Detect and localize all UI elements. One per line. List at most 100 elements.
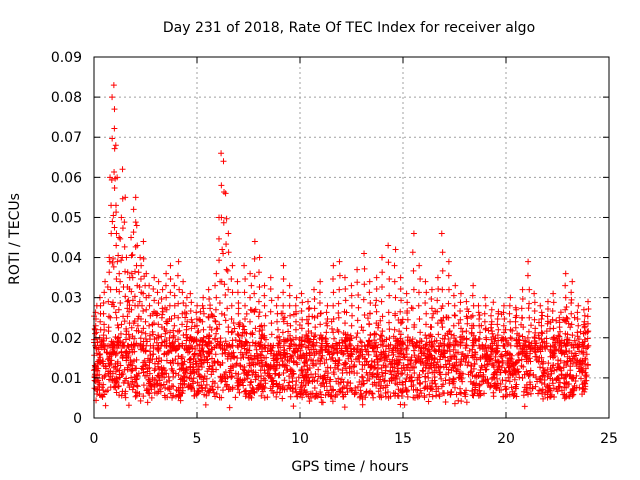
data-point xyxy=(296,321,303,328)
data-point xyxy=(381,377,388,384)
data-point xyxy=(481,318,488,325)
data-point xyxy=(358,373,365,380)
data-point xyxy=(382,362,389,369)
data-point xyxy=(452,282,459,289)
data-point xyxy=(569,278,576,285)
data-point xyxy=(457,308,464,315)
data-point xyxy=(137,335,144,342)
data-point xyxy=(382,370,389,377)
data-point xyxy=(386,319,393,326)
data-point xyxy=(212,282,219,289)
data-point xyxy=(121,377,128,384)
data-point xyxy=(188,299,195,306)
data-point xyxy=(106,254,113,261)
data-point xyxy=(256,309,263,316)
data-point xyxy=(112,384,119,391)
data-point xyxy=(445,258,452,265)
data-point xyxy=(365,361,372,368)
data-point xyxy=(206,296,213,303)
data-point xyxy=(345,352,352,359)
data-point xyxy=(418,338,425,345)
data-point xyxy=(213,366,220,373)
data-point xyxy=(337,379,344,386)
data-point xyxy=(292,334,299,341)
data-point xyxy=(97,302,104,309)
data-point xyxy=(273,302,280,309)
data-point xyxy=(305,335,312,342)
data-point xyxy=(326,348,333,355)
data-point xyxy=(416,374,423,381)
data-point xyxy=(128,270,135,277)
data-point xyxy=(404,361,411,368)
data-point xyxy=(116,392,123,399)
data-point xyxy=(513,336,520,343)
data-point xyxy=(217,335,224,342)
data-point xyxy=(323,309,330,316)
data-point xyxy=(129,366,136,373)
data-point xyxy=(206,333,213,340)
data-point xyxy=(458,390,465,397)
data-point xyxy=(100,342,107,349)
data-point xyxy=(235,305,242,312)
data-point xyxy=(93,350,100,357)
data-point xyxy=(170,334,177,341)
data-point xyxy=(297,391,304,398)
data-point xyxy=(99,384,106,391)
data-point xyxy=(139,302,146,309)
data-point xyxy=(229,373,236,380)
data-point xyxy=(359,374,366,381)
data-point xyxy=(352,384,359,391)
data-point xyxy=(356,358,363,365)
data-point xyxy=(391,368,398,375)
data-point xyxy=(450,332,457,339)
data-point xyxy=(318,355,325,362)
y-tick-label: 0.03 xyxy=(51,291,82,307)
data-point xyxy=(216,300,223,307)
data-point xyxy=(451,312,458,319)
data-point xyxy=(226,404,233,411)
data-point xyxy=(576,368,583,375)
data-point xyxy=(369,390,376,397)
data-point xyxy=(163,306,170,313)
data-point xyxy=(391,326,398,333)
data-point xyxy=(110,255,117,262)
data-point xyxy=(348,348,355,355)
data-point xyxy=(475,372,482,379)
data-point xyxy=(391,262,398,269)
data-point xyxy=(113,389,120,396)
data-point xyxy=(330,387,337,394)
data-point xyxy=(167,262,174,269)
data-point xyxy=(518,356,525,363)
data-point xyxy=(423,310,430,317)
data-point xyxy=(193,322,200,329)
data-point xyxy=(171,292,178,299)
data-point xyxy=(415,289,422,296)
data-point xyxy=(364,371,371,378)
data-point xyxy=(494,316,501,323)
data-point xyxy=(558,350,565,357)
data-point xyxy=(112,360,119,367)
data-point xyxy=(370,371,377,378)
data-point xyxy=(308,356,315,363)
data-point xyxy=(311,333,318,340)
data-point xyxy=(322,347,329,354)
data-point xyxy=(251,273,258,280)
data-point xyxy=(200,310,207,317)
data-point xyxy=(180,300,187,307)
data-point xyxy=(317,310,324,317)
data-point xyxy=(128,252,135,259)
data-point xyxy=(102,372,109,379)
data-point xyxy=(154,289,161,296)
data-point xyxy=(101,321,108,328)
data-point xyxy=(386,275,393,282)
data-point xyxy=(433,337,440,344)
data-point xyxy=(482,366,489,373)
data-point xyxy=(235,310,242,317)
data-point xyxy=(506,350,513,357)
data-point xyxy=(317,348,324,355)
data-point xyxy=(132,219,139,226)
data-point xyxy=(170,332,177,339)
data-point xyxy=(274,334,281,341)
data-point xyxy=(512,324,519,331)
data-point xyxy=(430,359,437,366)
